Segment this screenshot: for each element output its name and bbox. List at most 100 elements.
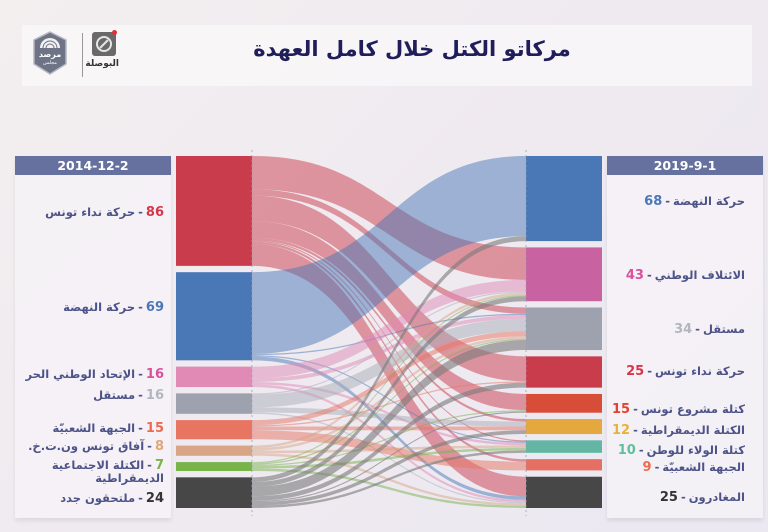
label-dash: - (147, 458, 152, 472)
flow-link-L7-R1 (252, 296, 526, 487)
flow-link-L5-R1 (252, 292, 526, 449)
node-name: حركة النهضة (63, 300, 136, 314)
right-node-label: الجبهة الشعبيّة-9 (642, 460, 745, 475)
left-date-header: 2014-12-2 (15, 156, 171, 175)
flow-link-L6-R6 (252, 447, 526, 469)
flow-link-L7-R5 (252, 430, 526, 506)
node-name: آفاق تونس ون.ت.خ. (28, 439, 145, 453)
node-name: الكتلة الديمقراطية (640, 423, 745, 437)
right-node-label: مستقل-34 (674, 322, 745, 337)
flow-link-L3-R1 (252, 291, 526, 395)
left-node-bar (176, 366, 252, 388)
left-node-label: 16-مستقل (93, 388, 164, 403)
node-value: 25 (626, 364, 645, 379)
marsad-logo-subtext: مجلس (43, 60, 57, 66)
flow-link-L7-R3 (252, 382, 526, 501)
node-value: 69 (145, 300, 164, 315)
label-dash: - (633, 423, 638, 437)
title-bar: مرصد مجلس البوصلة مركاتو الكتل خلال كامل… (22, 25, 752, 86)
node-name: حركة نداء تونس (45, 205, 136, 219)
label-dash: - (654, 460, 660, 474)
node-value: 8 (154, 439, 164, 454)
flow-link-L1-R6 (252, 355, 526, 443)
label-dash: - (646, 268, 652, 282)
node-name: حركة نداء تونس (655, 364, 745, 378)
flow-link-L7-R4 (252, 411, 526, 503)
flow-link-L0-R4 (252, 221, 526, 411)
node-name: الائتلاف الوطني (654, 268, 745, 282)
flow-link-L0-R7 (252, 241, 526, 462)
node-value: 16 (145, 367, 164, 382)
left-node-label: 7-الكتلة الاجتماعية الديمقراطية (24, 459, 164, 485)
node-name: ملتحقون جدد (60, 491, 136, 505)
page-title: مركاتو الكتل خلال كامل العهدة (253, 37, 571, 61)
label-dash: - (680, 490, 686, 504)
flow-link-L6-R8 (252, 468, 526, 508)
right-node-bar (526, 476, 602, 508)
right-node-label: حركة النهضة-68 (644, 195, 745, 209)
node-value: 34 (674, 322, 693, 337)
right-node-bar (526, 307, 602, 351)
bousala-logo-text: البوصلة (85, 59, 119, 69)
node-value: 12 (612, 423, 631, 438)
right-node-label: المغادرون-25 (659, 490, 745, 505)
flow-link-L0-R6 (252, 240, 526, 442)
label-dash: - (138, 205, 143, 219)
left-node-bar (176, 272, 252, 361)
label-dash: - (695, 322, 700, 336)
label-dash: - (647, 364, 652, 378)
right-node-label: حركة نداء تونس-25 (626, 364, 745, 379)
left-node-bar (176, 420, 252, 440)
marsad-logo: مرصد مجلس (32, 31, 68, 75)
node-name: الإتحاد الوطني الحر (25, 367, 136, 381)
right-node-bar (526, 419, 602, 435)
flow-link-L7-R6 (252, 450, 526, 508)
left-node-bar (176, 393, 252, 414)
node-value: 25 (659, 490, 678, 505)
node-value: 9 (642, 460, 652, 475)
left-node-bar (176, 462, 252, 472)
label-dash: - (138, 300, 143, 314)
flow-link-L1-R0 (252, 156, 526, 354)
node-value: 15 (611, 402, 631, 417)
left-node-bar (176, 477, 252, 508)
compass-icon (92, 32, 116, 56)
node-value: 16 (145, 388, 164, 403)
node-value: 15 (145, 421, 164, 436)
label-dash: - (138, 367, 143, 381)
right-node-label: الائتلاف الوطني-43 (625, 268, 745, 283)
node-name: الجبهة الشعبيّة (52, 421, 136, 435)
flow-link-L7-R0 (252, 236, 526, 483)
right-node-label: كتلة مشروع تونس-15 (611, 402, 745, 417)
left-node-label: 16-الإتحاد الوطني الحر (25, 367, 164, 382)
node-name: مستقل (702, 322, 745, 336)
right-date-header: 2019-9-1 (607, 156, 763, 175)
flow-link-L6-R4 (252, 410, 526, 466)
flow-link-L4-R5 (252, 426, 526, 431)
flow-link-L6-R1 (252, 294, 526, 464)
flow-link-L2-R2 (252, 315, 526, 382)
right-legend-panel: 2019-9-1 حركة النهضة-68 الائتلاف الوطني-4… (607, 156, 763, 518)
flow-link-L2-R1 (252, 279, 526, 379)
left-node-label: 24-ملتحقون جدد (60, 491, 164, 506)
left-legend-panel: 2014-12-2 86-حركة نداء تونس 69-حركة النهض… (15, 156, 171, 518)
node-value: 86 (145, 205, 164, 220)
label-dash: - (138, 421, 143, 435)
flow-link-L4-R2 (252, 331, 526, 426)
node-name: كتلة مشروع تونس (640, 402, 745, 416)
bousala-logo: البوصلة (85, 30, 119, 80)
node-value: 7 (154, 458, 164, 473)
node-value: 43 (625, 268, 644, 283)
node-name: كتلة الولاء للوطن (646, 443, 745, 457)
node-name: المغادرون (688, 490, 745, 504)
label-dash: - (633, 402, 638, 416)
node-name: الجبهة الشعبيّة (662, 460, 745, 474)
left-node-label: 15-الجبهة الشعبيّة (52, 421, 164, 436)
left-node-bar (176, 445, 252, 456)
marsad-shield-icon (33, 31, 67, 75)
label-dash: - (138, 388, 143, 402)
flow-link-L3-R2 (252, 318, 526, 408)
node-value: 10 (617, 443, 636, 458)
marsad-logo-text: مرصد (38, 50, 62, 59)
